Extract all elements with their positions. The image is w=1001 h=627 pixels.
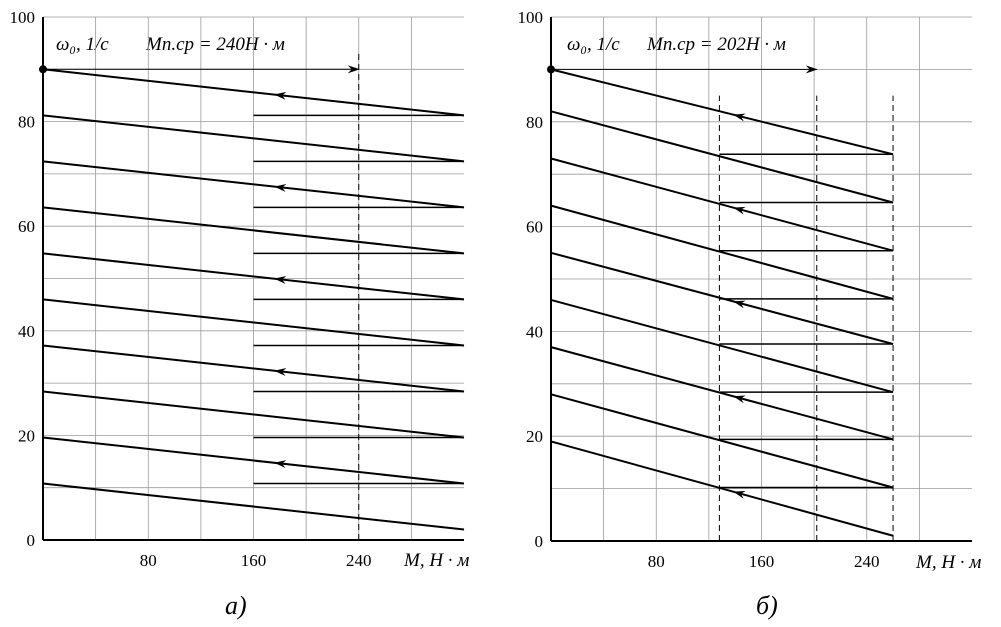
direction-arrow: [733, 206, 764, 217]
characteristic-line: [42, 344, 465, 393]
direction-arrow: [274, 275, 305, 284]
x-tick-label: 80: [648, 552, 665, 571]
direction-arrow: [274, 460, 305, 469]
y-tick-label: 0: [27, 531, 36, 550]
panel-b: ω₀, 1/с Mп.ср = 202Н · м M, Н · м б) 0 20…: [518, 8, 982, 620]
y-tick-label: 20: [18, 426, 35, 445]
direction-arrow: [274, 368, 305, 376]
x-tick-label: 160: [241, 551, 267, 570]
x-tick-label: 80: [140, 551, 157, 570]
y-tick-label: 80: [18, 113, 35, 132]
x-tick-label: 240: [854, 552, 880, 571]
characteristic-line: [550, 440, 894, 537]
characteristic-line: [42, 206, 465, 255]
x-axis-label: M, Н · м: [915, 552, 981, 573]
characteristic-line: [550, 68, 894, 156]
plot-area: 0 20 40 60 80 100 80 160 240: [10, 8, 465, 570]
characteristic-line: [550, 157, 894, 252]
characteristic-line: [550, 298, 894, 394]
y-tick-label: 100: [518, 8, 544, 27]
characteristic-line: [550, 110, 894, 204]
direction-arrow: [733, 113, 764, 123]
start-point: [39, 65, 47, 74]
y-tick-label: 80: [526, 113, 543, 132]
y-tick-label: 60: [526, 218, 543, 237]
annotation: Mп.ср = 202Н · м: [646, 34, 786, 55]
plot-area: 0 20 40 60 80 100 80 160 240: [518, 8, 972, 571]
y-tick-label: 100: [10, 8, 36, 27]
panel-a: ω₀, 1/с Mп.ср = 240Н · м M, Н · м а) 0 20…: [10, 8, 470, 620]
characteristic-line: [42, 482, 465, 531]
characteristic-line: [42, 298, 465, 347]
characteristic-line: [42, 436, 465, 485]
y-tick-label: 60: [18, 217, 35, 236]
x-axis-label: M, Н · м: [403, 550, 469, 571]
annotation: Mп.ср = 240Н · м: [145, 34, 285, 55]
y-tick-label: 40: [18, 322, 35, 341]
characteristic-line: [550, 346, 894, 441]
y-tick-label: 20: [526, 427, 543, 446]
characteristic-line: [550, 204, 894, 300]
y-axis-label: ω₀, 1/с: [56, 34, 109, 55]
direction-arrow: [274, 183, 305, 192]
direction-arrow: [733, 491, 764, 501]
y-tick-label: 40: [526, 322, 543, 341]
direction-arrow: [274, 91, 305, 100]
characteristic-line: [42, 390, 465, 439]
direction-arrow: [733, 395, 764, 405]
y-axis-label: ω₀, 1/с: [567, 34, 620, 55]
start-point: [547, 65, 555, 74]
direction-arrow: [733, 300, 764, 310]
y-tick-label: 0: [535, 532, 544, 551]
characteristic-line: [42, 114, 465, 163]
characteristic-line: [42, 252, 465, 301]
x-tick-label: 240: [346, 551, 372, 570]
x-tick-label: 160: [749, 552, 775, 571]
characteristic-line: [42, 68, 465, 117]
characteristic-line: [42, 160, 465, 209]
panel-caption: б): [756, 591, 778, 620]
panel-caption: а): [225, 591, 247, 620]
characteristic-line: [550, 393, 894, 489]
